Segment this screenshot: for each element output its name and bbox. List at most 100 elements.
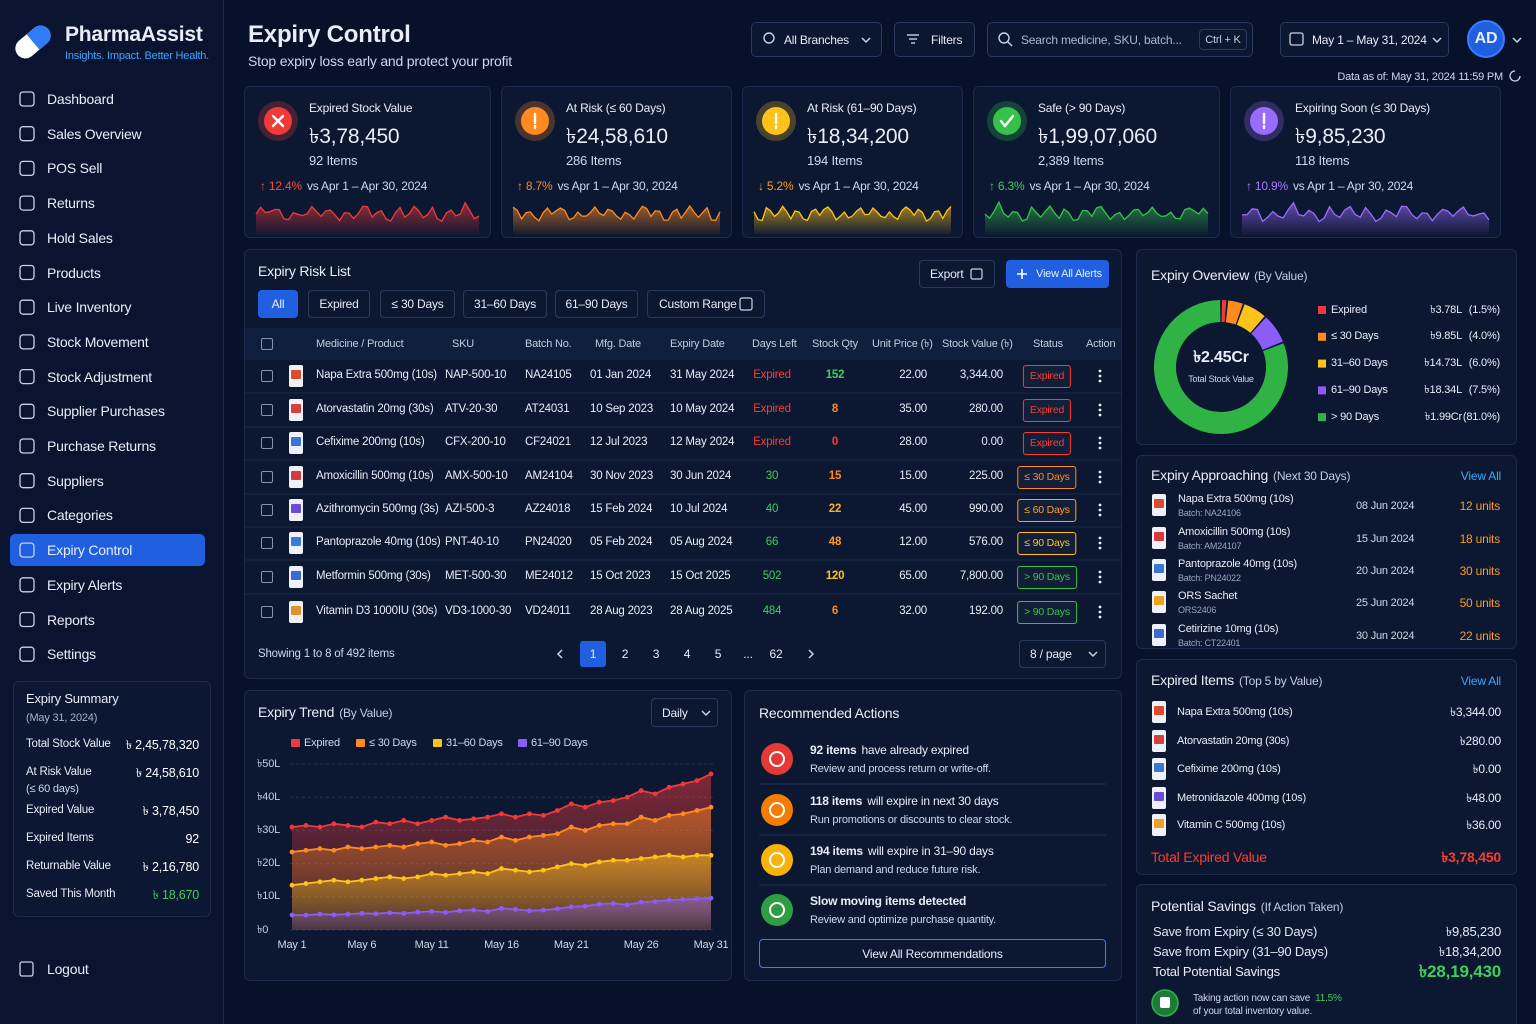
nav-item[interactable] [10, 638, 205, 670]
filter-chip[interactable]: Custom Range [647, 290, 765, 318]
checkbox[interactable] [261, 537, 273, 549]
row-action-button[interactable] [1090, 602, 1110, 622]
period-select[interactable] [651, 698, 718, 727]
checkbox[interactable] [261, 404, 273, 416]
nav-item[interactable] [10, 257, 205, 289]
nav-item-active[interactable] [10, 534, 205, 567]
sku: MET-500-30 [445, 570, 507, 583]
product-thumbnail-stripe [291, 370, 301, 379]
product-thumbnail-stripe [291, 606, 301, 615]
next-page[interactable] [800, 642, 822, 666]
item-batch: Batch: CT22401 [1178, 637, 1241, 648]
date-range-select[interactable] [1280, 22, 1449, 57]
row-action-button[interactable] [1090, 533, 1110, 553]
per-page-label: 8 / page [1030, 647, 1072, 661]
nav-label: Expiry Control [47, 542, 133, 559]
nav-label: Purchase Returns [47, 438, 156, 454]
page-number[interactable]: 4 [683, 647, 691, 661]
checkbox[interactable] [261, 437, 273, 449]
kpi-label: At Risk (61–90 Days) [807, 101, 917, 115]
kpi-change: ↑ 10.9% [1246, 179, 1288, 193]
checkbox[interactable] [261, 471, 273, 483]
date-range-label: May 1 – May 31, 2024 [1312, 33, 1427, 47]
text-group: ↑ 8.7% vs Apr 1 – Apr 30, 2024 [517, 180, 678, 192]
stock-value: 7,800.00 [959, 570, 1003, 583]
button-label: View All Alerts [1036, 267, 1102, 280]
row-action-button[interactable] [1090, 500, 1110, 520]
checkbox[interactable] [261, 504, 273, 516]
nav-label: Stock Adjustment [47, 368, 152, 385]
legend-label: ≤ 30 Days [369, 736, 417, 749]
page-number[interactable]: 62 [769, 647, 783, 661]
page-number[interactable]: 2 [621, 647, 629, 661]
checkbox[interactable] [261, 571, 273, 583]
view-all-recommendations[interactable]: View All Recommendations [759, 939, 1106, 968]
action-highlight: Slow moving items detected [810, 894, 967, 908]
legend-amount: ৳18.34L [1424, 383, 1462, 396]
unit-price: 35.00 [899, 403, 927, 416]
nav-label: POS Sell [47, 160, 103, 177]
checkbox[interactable] [261, 606, 273, 618]
checkbox[interactable] [261, 370, 273, 382]
filters-button[interactable] [894, 22, 975, 57]
action-highlight: 92 items [810, 743, 857, 757]
stock-qty: 6 [831, 605, 839, 618]
checkbox[interactable] [261, 338, 273, 350]
nav-item[interactable] [10, 152, 205, 184]
view-all-link[interactable]: View All [1460, 469, 1501, 483]
savings-label: Save from Expiry (≤ 30 Days) [1153, 923, 1318, 939]
nav-item[interactable] [10, 187, 205, 219]
column-header: Unit Price (৳) [872, 337, 933, 350]
page-number[interactable]: 5 [714, 647, 722, 661]
legend-share: (7.5%) [1468, 383, 1500, 396]
export-button[interactable] [919, 260, 995, 288]
nav-item[interactable] [10, 465, 205, 497]
stock-qty: 0 [831, 436, 839, 449]
page-number[interactable]: ... [743, 647, 753, 661]
kpi-label: Expiring Soon (≤ 30 Days) [1295, 101, 1430, 115]
row-action-button[interactable] [1090, 567, 1110, 587]
filter-chip[interactable]: ≤ 30 Days [380, 290, 455, 318]
filter-chip[interactable]: 61–90 Days [555, 290, 638, 318]
text-group: Expiry Approaching (Next 30 Days) [1151, 468, 1350, 482]
item-name: ORS Sachet [1178, 589, 1238, 602]
section-title: Expiry Approaching [1151, 467, 1269, 483]
per-page-select[interactable] [1019, 640, 1106, 668]
legend-amount: ৳14.73L [1424, 357, 1462, 370]
summary-sub: (≤ 60 days) [26, 782, 79, 795]
page-number[interactable]: 1 [589, 647, 597, 661]
logout-button[interactable] [10, 953, 205, 985]
product-thumbnail-stripe [1154, 792, 1164, 801]
summary-label: Saved This Month [26, 888, 116, 901]
item-name: Vitamin C 500mg (10s) [1177, 818, 1286, 831]
column-header: Batch No. [525, 337, 572, 350]
item-value: ৳36.00 [1466, 818, 1501, 832]
section-subtitle: (If Action Taken) [1260, 900, 1344, 914]
expiry-approaching [1136, 455, 1517, 649]
sku: VD3-1000-30 [445, 605, 512, 618]
medicine-name: Metformin 500mg (30s) [316, 570, 431, 583]
page-number[interactable]: 3 [652, 647, 660, 661]
row-action-button[interactable] [1090, 433, 1110, 453]
nav-item[interactable] [10, 604, 205, 636]
product-thumbnail-stripe [1154, 706, 1164, 715]
filter-chip[interactable]: Expired [308, 290, 370, 318]
row-action-button[interactable] [1090, 366, 1110, 386]
batch-number: NA24105 [525, 369, 572, 382]
item-units: 12 units [1459, 499, 1501, 513]
search-input[interactable] [987, 22, 1253, 57]
view-all-link[interactable]: View All [1460, 674, 1501, 688]
note-text: Taking action now can save [1193, 993, 1311, 1004]
prev-page[interactable] [550, 642, 572, 666]
y-tick-label: ৳50L [257, 757, 281, 770]
row-action-button[interactable] [1090, 467, 1110, 487]
filter-chip[interactable]: 31–60 Days [463, 290, 547, 318]
column-header: SKU [452, 337, 475, 350]
status-badge: ≤ 90 Days [1017, 532, 1077, 555]
text-group: 92 items have already expired [810, 744, 969, 756]
row-action-button[interactable] [1090, 400, 1110, 420]
unit-price: 12.00 [899, 536, 927, 549]
summary-label: Expired Items [26, 832, 94, 845]
filter-chip[interactable]: All [258, 290, 298, 318]
column-header: Action [1086, 337, 1116, 350]
